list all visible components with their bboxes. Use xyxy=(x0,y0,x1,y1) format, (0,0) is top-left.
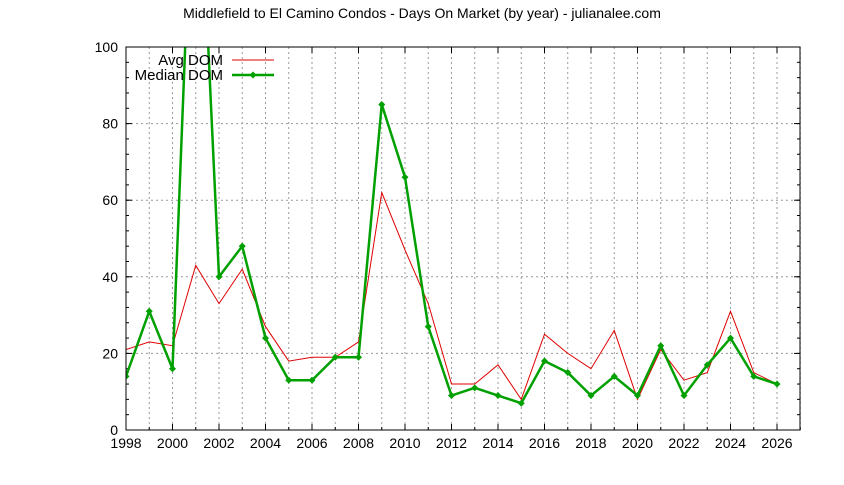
data-point-median xyxy=(424,323,432,331)
axis-ticks: 1998 2000 2002 2004 2006 2008 2010 2012 2014 2016… xyxy=(95,39,801,451)
x-tick-label: 2024 xyxy=(715,435,746,451)
data-point-median xyxy=(448,392,455,400)
y-tick-label: 60 xyxy=(102,192,118,208)
data-point-median xyxy=(610,372,618,380)
y-tick-label: 100 xyxy=(95,39,119,55)
data-point-median xyxy=(564,369,572,377)
chart-title: Middlefield to El Camino Condos - Days O… xyxy=(183,5,661,21)
grid xyxy=(125,46,801,431)
y-tick-label: 0 xyxy=(110,422,118,438)
data-point-median xyxy=(262,334,269,342)
data-point-median xyxy=(126,372,130,380)
x-tick-label: 1998 xyxy=(110,435,141,451)
data-point-median xyxy=(215,273,223,281)
data-point-median xyxy=(285,376,293,384)
plot-border xyxy=(125,46,801,431)
data-point-median xyxy=(355,353,362,361)
x-tick-label: 2002 xyxy=(203,435,234,451)
legend-marker-median xyxy=(249,71,257,79)
data-point-median xyxy=(401,173,409,181)
y-tick-label: 80 xyxy=(102,116,118,132)
x-tick-label: 2006 xyxy=(296,435,327,451)
legend: Avg DOM Median DOM xyxy=(135,52,274,84)
data-point-median xyxy=(657,342,665,350)
data-point-median xyxy=(378,100,386,108)
x-tick-label: 2022 xyxy=(668,435,699,451)
x-tick-label: 2010 xyxy=(389,435,420,451)
legend-label-median: Median DOM xyxy=(135,67,223,84)
data-point-median xyxy=(331,353,339,361)
data-point-median xyxy=(471,384,479,392)
data-point-median xyxy=(494,392,502,400)
x-tick-label: 2016 xyxy=(529,435,560,451)
data-point-median xyxy=(587,392,595,400)
x-tick-label: 2004 xyxy=(250,435,281,451)
data-point-median xyxy=(634,392,641,400)
data-point-median xyxy=(680,392,688,400)
data-point-median xyxy=(541,357,548,365)
data-point-median xyxy=(703,361,711,369)
legend-label-avg: Avg DOM xyxy=(158,52,223,69)
x-tick-label: 2014 xyxy=(482,435,513,451)
data-point-median xyxy=(727,334,734,342)
data-point-median xyxy=(169,365,176,373)
y-tick-label: 20 xyxy=(102,345,118,361)
x-tick-label: 2018 xyxy=(575,435,606,451)
y-tick-label: 40 xyxy=(102,269,118,285)
data-point-median xyxy=(308,376,316,384)
x-tick-label: 2008 xyxy=(343,435,374,451)
data-point-median xyxy=(773,380,781,388)
data-point-median xyxy=(238,242,246,250)
x-tick-label: 2012 xyxy=(436,435,467,451)
x-tick-label: 2026 xyxy=(761,435,792,451)
data-point-median xyxy=(517,399,525,407)
x-tick-label: 2000 xyxy=(157,435,188,451)
series-group xyxy=(126,47,781,407)
x-tick-label: 2020 xyxy=(622,435,653,451)
data-point-median xyxy=(145,307,153,315)
data-point-median xyxy=(750,372,758,380)
